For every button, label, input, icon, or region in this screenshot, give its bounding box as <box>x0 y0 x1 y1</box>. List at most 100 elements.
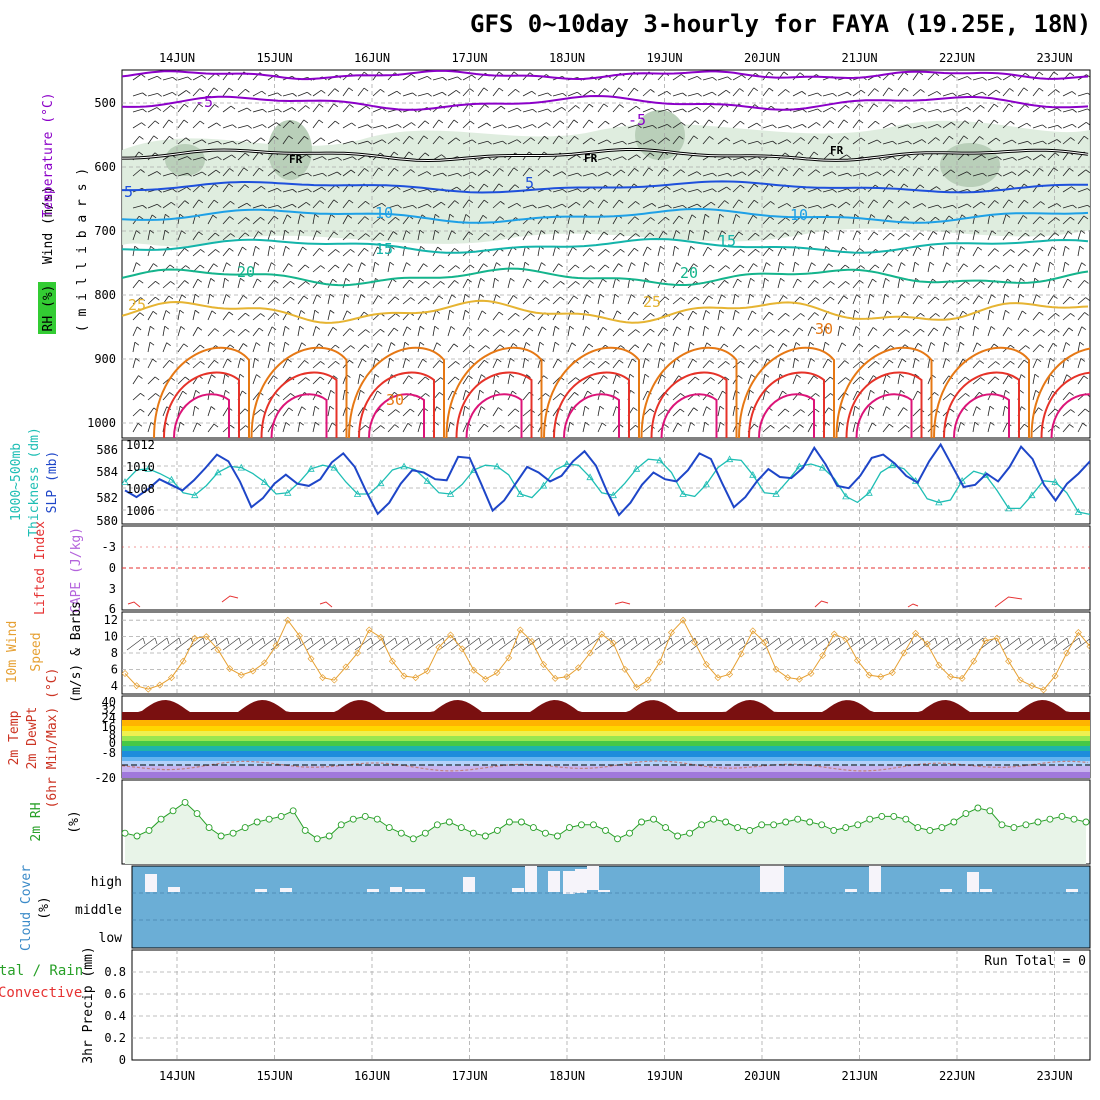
wind-barb-flag <box>513 295 518 299</box>
surface-wind-barb-flag <box>946 637 950 645</box>
wind-barb <box>957 422 962 433</box>
wind-speed-point <box>202 633 210 641</box>
wind-barb-flag <box>765 390 770 394</box>
wind-barb-flag <box>590 361 595 365</box>
wind-barb-flag <box>454 376 460 381</box>
wind-barb <box>957 263 965 273</box>
wind-barb <box>492 278 496 289</box>
wind-barb-flag <box>644 373 650 378</box>
wind-barb <box>207 199 215 209</box>
wind-barb <box>207 310 213 321</box>
wind-barb-flag <box>348 199 354 204</box>
wind-barb-flag <box>724 280 729 284</box>
wind-speed-point <box>621 665 629 673</box>
wind-speed-point <box>528 638 536 646</box>
wind-barb-flag <box>753 359 759 364</box>
wind-barb <box>192 74 202 81</box>
wind-speed-series <box>124 619 1090 691</box>
wind-barb-flag <box>667 204 672 209</box>
wind-barb-flag <box>735 309 740 314</box>
wind-barb-flag <box>603 199 609 204</box>
wind-barb <box>237 107 248 113</box>
wind-barb <box>402 215 410 225</box>
surface-wind-barb-flag <box>286 637 290 645</box>
wind-barb-flag <box>381 139 387 144</box>
surface-wind-barb-flag <box>910 637 914 645</box>
wind-barb <box>1062 246 1066 257</box>
wind-barb <box>267 326 273 337</box>
wind-barb-flag <box>619 104 624 108</box>
wind-barb <box>522 313 531 321</box>
wind-barb <box>792 327 800 337</box>
wind-barb <box>327 361 336 369</box>
wind-barb-flag <box>289 120 295 125</box>
wind-barb <box>507 107 518 113</box>
thickness-point <box>260 478 269 485</box>
wind-barb <box>762 216 771 225</box>
contour-label: 20 <box>237 263 255 281</box>
wind-barb-flag <box>165 310 171 314</box>
wind-barb <box>507 139 518 145</box>
wind-barb <box>192 327 199 337</box>
surface-wind-barb <box>306 637 324 651</box>
wind-barb <box>207 423 215 433</box>
wind-barb <box>657 296 666 305</box>
wind-barb <box>192 422 198 433</box>
wind-barb <box>552 230 556 241</box>
wind-barb <box>897 87 905 97</box>
wind-barb <box>477 122 487 129</box>
wind-barb-flag <box>500 329 505 333</box>
temp-max-shading <box>122 700 1090 720</box>
wind-barb-flag <box>800 313 805 317</box>
wind-barb-flag <box>757 140 762 145</box>
temperature-band <box>122 772 1090 778</box>
wind-barb-flag <box>390 342 396 346</box>
wind-barb-flag <box>409 279 414 284</box>
wind-barb-flag <box>831 106 837 111</box>
surface-wind-barb-flag <box>1018 637 1022 645</box>
wind-barb <box>942 393 951 401</box>
surface-wind-barb <box>678 637 696 651</box>
wind-speed-point <box>133 682 141 690</box>
wind-barb <box>252 167 260 177</box>
wind-barb-flag <box>531 90 537 95</box>
rh2m-label-a: 2m RH <box>29 802 44 841</box>
rh-point <box>1034 818 1042 826</box>
wind-barb-flag <box>603 375 608 379</box>
wind-barb <box>552 107 563 113</box>
wind-barb <box>477 169 487 177</box>
wind-barb-flag <box>620 345 625 349</box>
wind-barb <box>672 262 677 273</box>
wind-barb-flag <box>527 231 533 235</box>
thickness-point <box>888 461 897 469</box>
wind-barb-flag <box>832 189 837 193</box>
wind-barb-flag <box>482 214 488 219</box>
wind-barb <box>162 342 168 353</box>
wind-barb-flag <box>555 422 561 426</box>
wind-barb-flag <box>979 360 984 364</box>
wind-barb <box>207 374 212 385</box>
date-label: 20JUN <box>744 51 780 65</box>
wind-barb <box>642 152 651 161</box>
wind-barb-flag <box>260 137 266 142</box>
wind-barb <box>972 342 978 353</box>
wind-barb-flag <box>1024 423 1029 428</box>
wind-barb <box>132 246 136 257</box>
wind-barb-flag <box>183 119 189 124</box>
wind-barb-flag <box>870 389 875 394</box>
wind-barb <box>942 326 948 337</box>
cloud-gap <box>255 889 267 892</box>
wind-barb-flag <box>1085 297 1090 301</box>
wind-barb <box>687 92 698 97</box>
wind-barb-flag <box>211 310 217 315</box>
wind-barb <box>1062 168 1070 177</box>
wind-barb <box>612 232 621 241</box>
wind-barb-flag <box>952 92 957 97</box>
wind-barb <box>252 124 263 129</box>
wind-barb-flag <box>989 309 994 314</box>
temperature-band <box>122 736 1090 741</box>
wind-barb-flag <box>782 390 787 395</box>
wind-barb <box>582 172 593 177</box>
rh-point <box>169 807 177 815</box>
